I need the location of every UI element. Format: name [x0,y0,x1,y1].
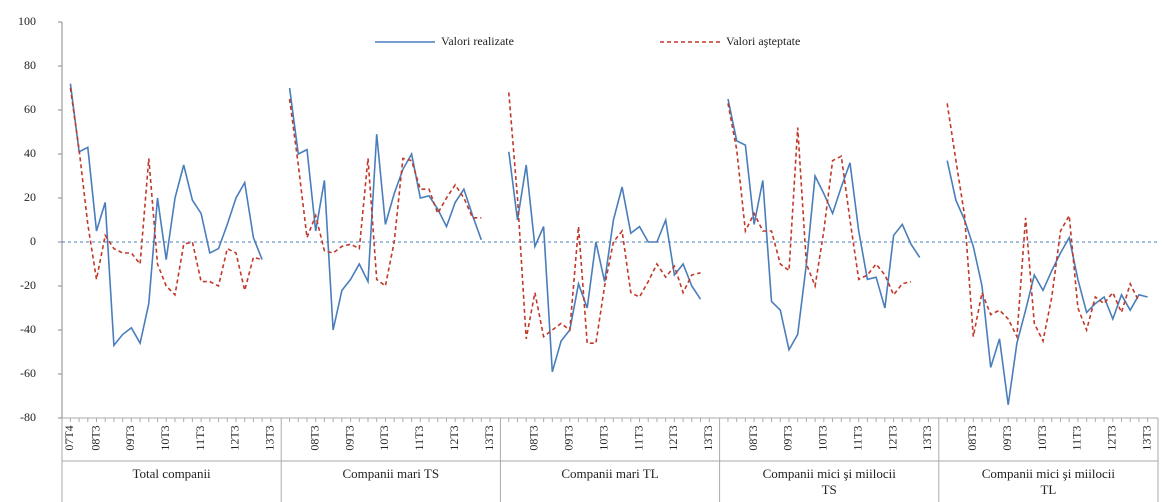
y-tick-label: 100 [18,14,36,28]
x-tick-label: 11T3 [1070,426,1084,451]
series-line [946,103,1140,344]
series-line [727,98,921,353]
series-line [508,151,702,373]
x-tick-label: 08T3 [527,425,541,450]
x-tick-label: 10T3 [377,425,391,450]
x-tick-label: 13T3 [1139,425,1153,450]
x-tick-label: 13T3 [482,425,496,450]
series-line [288,87,483,331]
series-line [946,160,1148,405]
group-label: Companii mici şi miilocii TL [981,466,1116,497]
x-tick-label: 10T3 [1035,425,1049,450]
y-tick-label: -40 [20,322,36,336]
y-tick-label: 80 [24,58,36,72]
group-label: Companii mici şi miilocii TS [762,466,896,497]
x-tick-label: 13T3 [263,425,277,450]
x-tick-label: 09T3 [342,425,356,450]
x-tick-label: 12T3 [666,425,680,450]
series-line [69,83,263,348]
x-tick-label: 08T3 [746,425,760,450]
x-tick-label: 11T3 [631,426,645,451]
x-tick-label: 08T3 [88,425,102,450]
x-tick-label: 13T3 [920,425,934,450]
series-line [508,92,701,344]
y-tick-label: 0 [30,234,36,248]
legend-label: Valori aşteptate [726,34,800,48]
x-tick-label: 07T4 [62,425,76,450]
x-tick-label: 10T3 [816,425,830,450]
y-tick-label: -80 [20,410,36,424]
legend-label: Valori realizate [441,34,514,48]
x-tick-label: 12T3 [1105,425,1119,450]
x-tick-label: 12T3 [447,425,461,450]
x-tick-label: 10T3 [596,425,610,450]
y-tick-label: 20 [24,190,36,204]
group-label: Companii mari TS [342,466,440,481]
x-tick-label: 11T3 [412,426,426,451]
x-tick-label: 11T3 [193,426,207,451]
x-tick-label: 09T3 [781,425,795,450]
group-label: Total companii [132,466,211,481]
x-tick-label: 08T3 [307,425,321,450]
x-tick-label: 13T3 [701,425,715,450]
y-tick-label: 60 [24,102,36,116]
group-label: Companii mari TL [561,466,659,481]
x-tick-label: 09T3 [1000,425,1014,450]
x-tick-label: 09T3 [562,425,576,450]
x-tick-label: 08T3 [965,425,979,450]
x-tick-label: 10T3 [158,425,172,450]
y-tick-label: -60 [20,366,36,380]
y-tick-label: 40 [24,146,36,160]
series-line [288,98,482,288]
y-tick-label: -20 [20,278,36,292]
x-tick-label: 12T3 [228,425,242,450]
x-tick-label: 12T3 [885,425,899,450]
series-line [727,103,912,297]
x-tick-label: 11T3 [850,426,864,451]
series-line [69,87,263,297]
x-tick-label: 09T3 [123,425,137,450]
